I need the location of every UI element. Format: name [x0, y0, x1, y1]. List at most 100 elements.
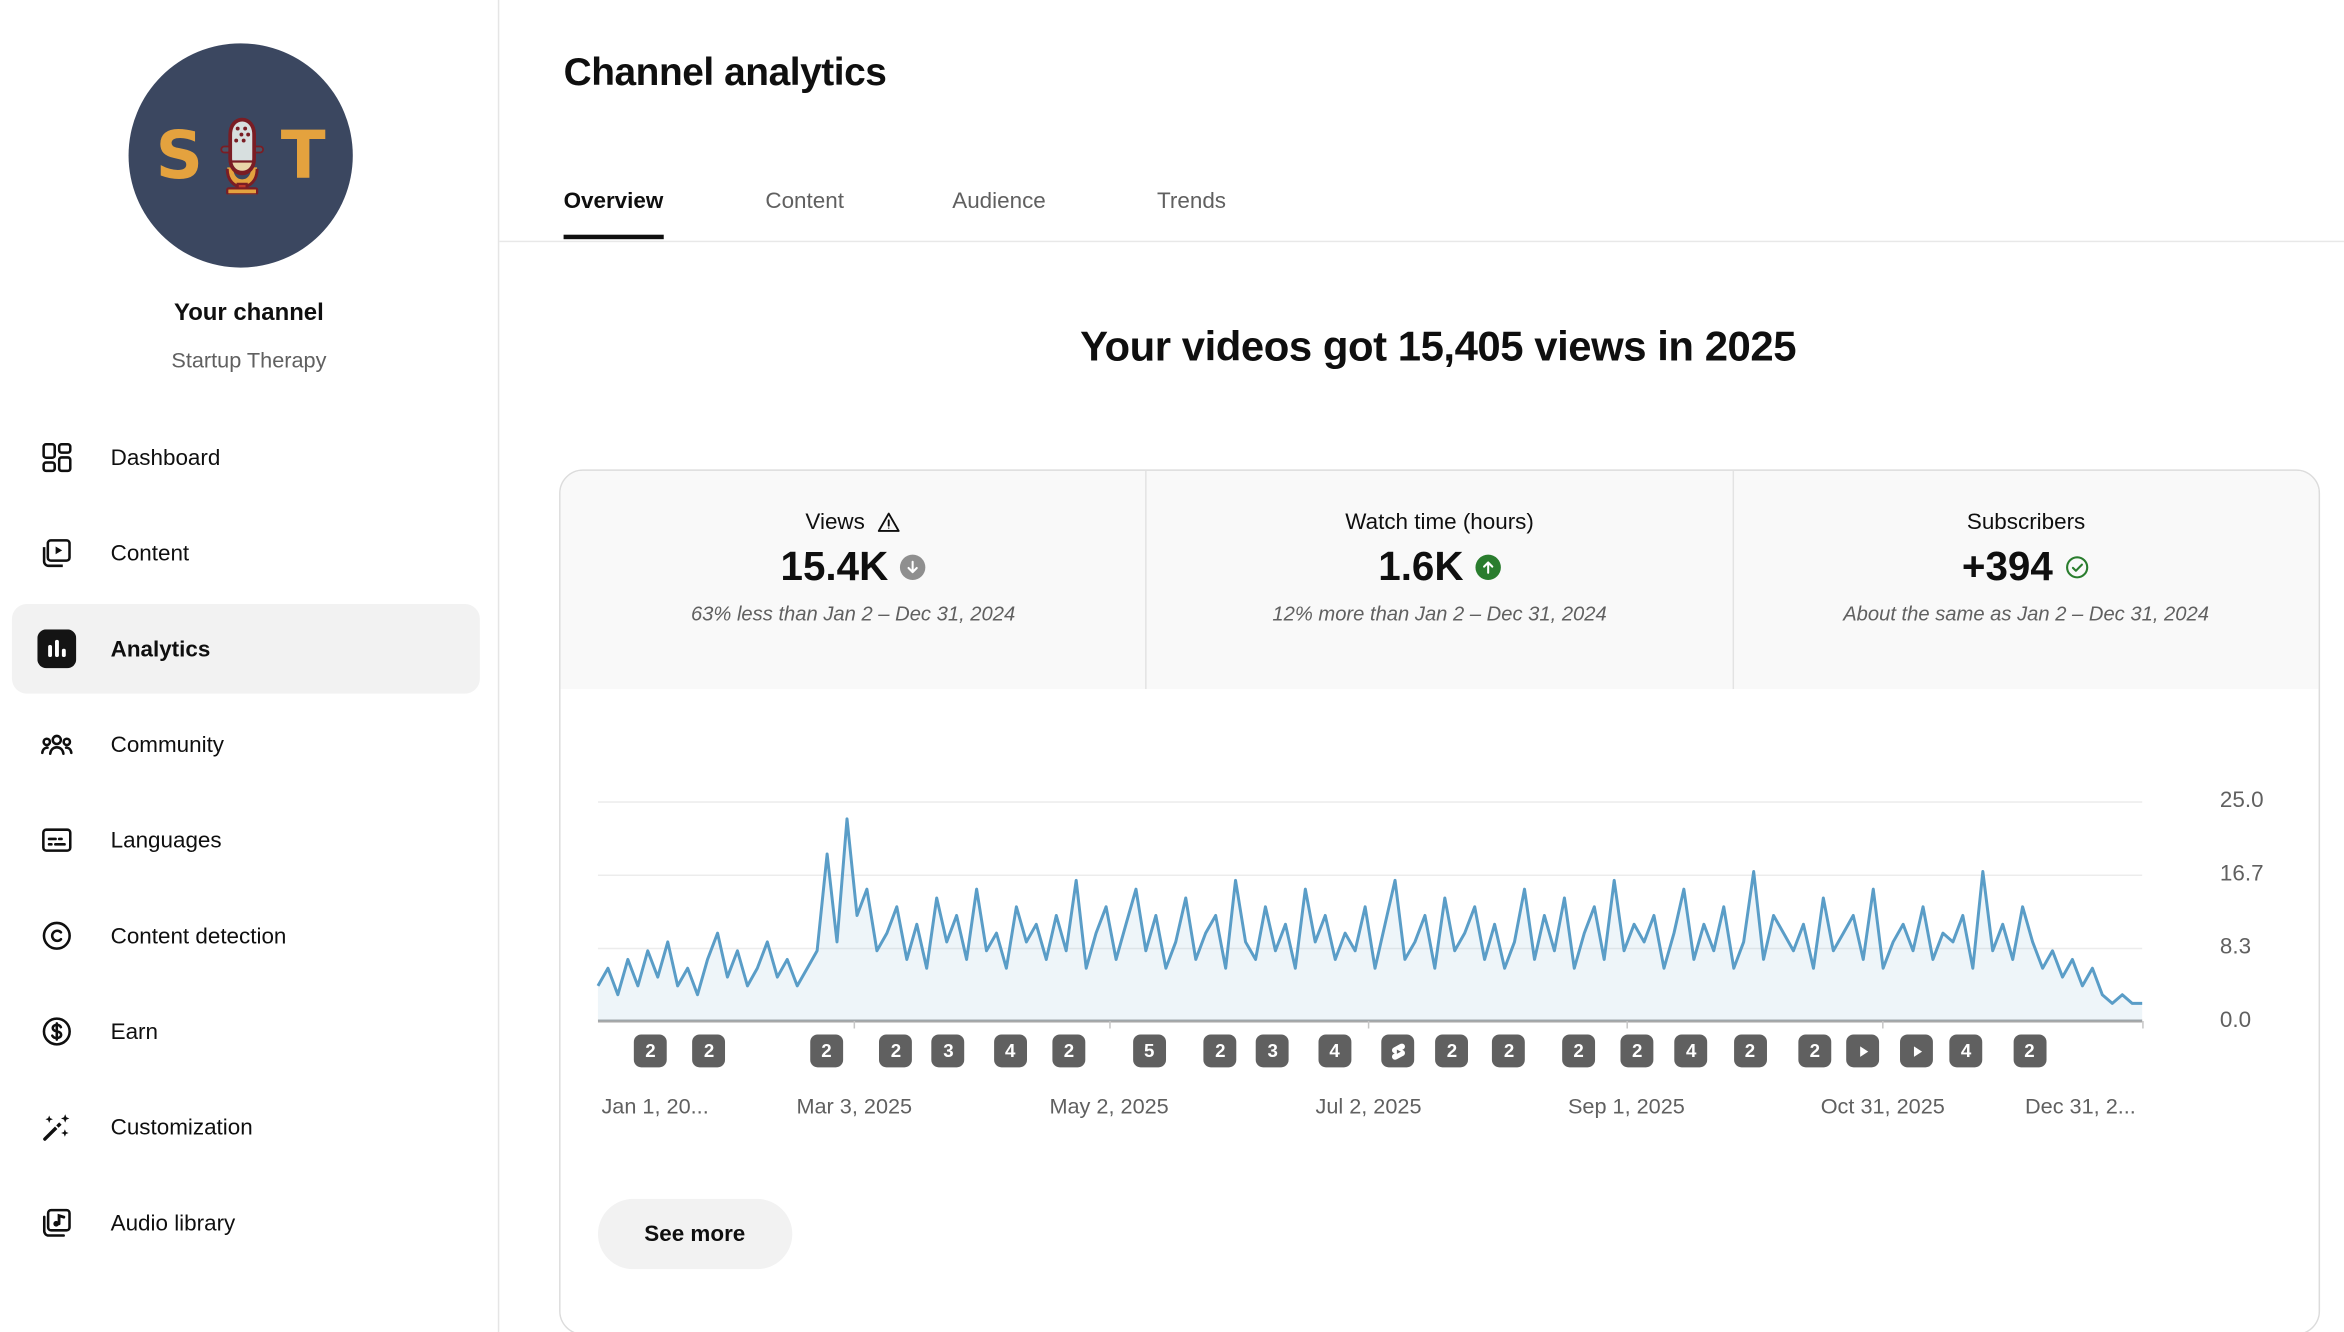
metric-value: +394	[1961, 544, 2053, 589]
metric-card-watch-time[interactable]: Watch time (hours) 1.6K 12% more than Ja…	[1145, 470, 1732, 690]
video-count-badge[interactable]: 2	[1562, 1034, 1595, 1068]
see-more-button[interactable]: See more	[597, 1198, 792, 1270]
tab-trends[interactable]: Trends	[1157, 161, 1226, 239]
row-highlight	[12, 508, 480, 598]
tab-label: Overview	[563, 187, 664, 214]
row-highlight	[12, 1178, 480, 1268]
y-axis-label: 8.3	[2219, 934, 2252, 960]
dashboard-icon	[37, 438, 76, 477]
y-axis-label: 16.7	[2219, 861, 2264, 887]
y-axis-label: 25.0	[2219, 787, 2264, 814]
play-badge[interactable]	[1900, 1034, 1934, 1068]
area-fill	[597, 818, 2143, 1022]
tab-overview[interactable]: Overview	[563, 161, 664, 240]
video-count-badge[interactable]: 5	[1132, 1034, 1166, 1068]
video-count-badge[interactable]: 2	[879, 1034, 913, 1068]
microphone-icon	[220, 117, 264, 195]
x-axis-label: Oct 31, 2025	[1820, 1095, 1945, 1120]
trend-down-icon	[900, 554, 926, 581]
sidebar-item-label: Content detection	[110, 923, 287, 949]
x-axis-label: Mar 3, 2025	[796, 1095, 913, 1120]
sidebar-item-customization[interactable]: Customization	[0, 1079, 498, 1175]
metric-card-subscribers[interactable]: Subscribers +394 About the same as Jan 2…	[1732, 470, 2318, 690]
magic-wand-icon	[37, 1108, 76, 1147]
tab-label: Content	[765, 187, 844, 214]
sidebar-item-languages[interactable]: Languages	[0, 792, 498, 888]
row-highlight	[12, 700, 480, 790]
sidebar: S T Your channel Startup Therapy	[0, 0, 500, 1332]
sidebar-item-label: Community	[110, 731, 225, 758]
warning-icon	[877, 512, 899, 532]
video-count-badge[interactable]: 2	[1733, 1034, 1767, 1068]
shorts-icon	[1391, 1042, 1405, 1060]
metric-value: 15.4K	[780, 544, 889, 589]
chart-gridline	[597, 801, 2143, 803]
x-axis-tick	[1368, 1021, 1371, 1029]
row-highlight	[12, 987, 480, 1077]
metric-label: Views	[805, 509, 865, 536]
play-icon	[1859, 1045, 1868, 1057]
video-count-badge[interactable]: 2	[634, 1034, 667, 1068]
tab-audience[interactable]: Audience	[952, 161, 1046, 239]
analytics-icon	[37, 629, 77, 669]
video-count-badge[interactable]: 3	[932, 1034, 965, 1068]
video-count-badge[interactable]: 2	[692, 1034, 726, 1068]
video-count-badge[interactable]: 2	[1435, 1034, 1469, 1068]
chart-plot-area[interactable]: 25.0 16.7 8.3 0.0 2 2 2 2 3 4 2 5 2 3 4 2 2 2 2 4 2 2 4 2 Jan 1,…	[596, 740, 2264, 1120]
video-count-badge[interactable]: 4	[993, 1034, 1027, 1068]
y-axis-label: 0.0	[2219, 1007, 2252, 1033]
tab-bar: Overview Content Audience Trends	[499, 161, 2344, 243]
sidebar-item-content-detection[interactable]: Content detection	[0, 888, 498, 984]
video-count-badge[interactable]: 2	[2012, 1034, 2046, 1068]
video-count-badge[interactable]: 2	[1798, 1034, 1832, 1068]
analytics-card: Views 15.4K 63% less than Jan 2 – Dec 31…	[559, 469, 2321, 1332]
avatar-letter-s: S	[155, 117, 204, 194]
sidebar-item-content[interactable]: Content	[0, 505, 498, 601]
tab-label: Audience	[952, 187, 1046, 214]
page-title: Channel analytics	[563, 49, 887, 95]
video-count-badge[interactable]: 2	[810, 1034, 843, 1068]
play-badge[interactable]	[1846, 1034, 1880, 1068]
sidebar-item-label: Languages	[110, 827, 222, 853]
active-tab-underline	[563, 234, 664, 240]
channel-avatar[interactable]: S T	[128, 43, 353, 268]
views-chart[interactable]: 25.0 16.7 8.3 0.0 2 2 2 2 3 4 2 5 2 3 4 2 2 2 2 4 2 2 4 2 Jan 1,…	[560, 689, 2319, 1332]
video-count-badge[interactable]: 2	[1203, 1034, 1237, 1068]
sidebar-menu: Dashboard Content	[0, 410, 498, 1271]
video-count-badge[interactable]: 3	[1256, 1034, 1290, 1068]
metric-comparison: About the same as Jan 2 – Dec 31, 2024	[1843, 602, 2209, 625]
tab-label: Trends	[1157, 187, 1227, 214]
content-icon	[37, 534, 76, 573]
shorts-badge[interactable]	[1381, 1034, 1415, 1068]
metric-value: 1.6K	[1378, 544, 1464, 589]
chart-gridline	[597, 947, 2143, 950]
sidebar-item-label: Content	[110, 540, 190, 566]
sidebar-item-label: Analytics	[110, 636, 211, 662]
sidebar-item-earn[interactable]: Earn	[0, 984, 498, 1080]
x-axis-label: Sep 1, 2025	[1567, 1095, 1685, 1120]
metric-card-views[interactable]: Views 15.4K 63% less than Jan 2 – Dec 31…	[561, 471, 1146, 689]
sidebar-item-audio-library[interactable]: Audio library	[0, 1175, 498, 1271]
dollar-icon	[37, 1012, 76, 1051]
video-count-badge[interactable]: 2	[1052, 1034, 1086, 1068]
metric-label: Subscribers	[1966, 509, 2086, 536]
video-count-badge[interactable]: 4	[1674, 1034, 1708, 1068]
tab-content[interactable]: Content	[765, 161, 844, 239]
chart-baseline	[597, 1019, 2143, 1023]
video-count-badge[interactable]: 2	[1492, 1034, 1526, 1068]
sidebar-item-community[interactable]: Community	[0, 697, 498, 793]
avatar-letter-t: T	[280, 117, 326, 194]
avatar-logo: S T	[156, 117, 326, 195]
video-count-badge[interactable]: 4	[1949, 1034, 1983, 1068]
video-count-badge[interactable]: 4	[1318, 1034, 1351, 1068]
row-highlight	[11, 603, 480, 694]
sidebar-item-dashboard[interactable]: Dashboard	[0, 410, 498, 506]
line-path	[596, 817, 2143, 1005]
sidebar-item-label: Dashboard	[110, 444, 221, 471]
x-axis-tick	[854, 1021, 856, 1029]
sidebar-item-analytics[interactable]: Analytics	[0, 601, 498, 697]
video-count-badge[interactable]: 2	[1620, 1034, 1654, 1068]
your-channel-label: Your channel	[174, 300, 324, 326]
subtitles-icon	[37, 821, 76, 860]
